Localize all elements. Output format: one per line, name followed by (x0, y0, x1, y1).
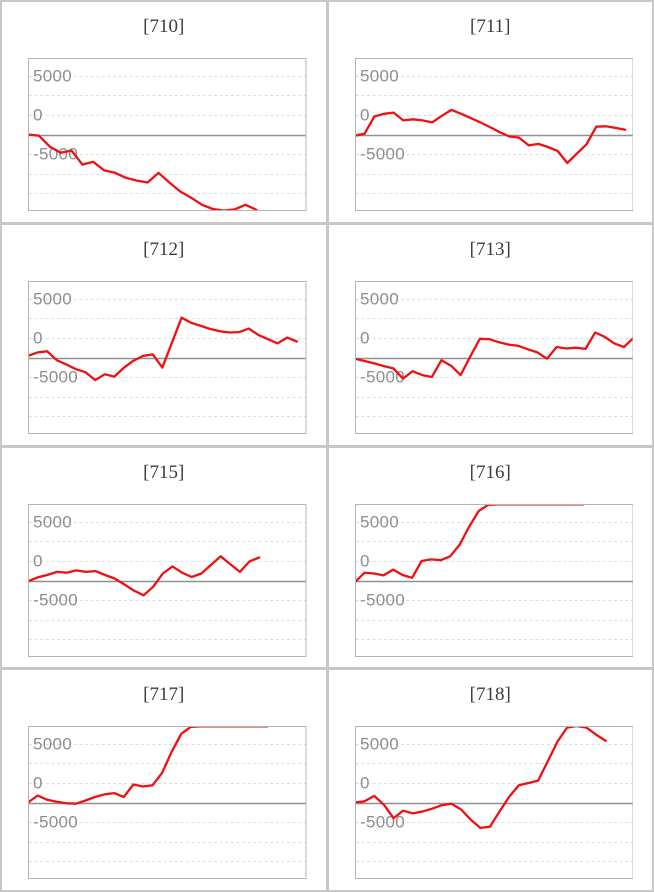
plot-border (354, 726, 633, 880)
plot-area: 5000 0 -5000 (354, 280, 633, 434)
plot-border (28, 503, 307, 657)
y-tick-label: 0 (360, 328, 370, 347)
plot-border (354, 503, 633, 657)
chart-title: [715] (143, 461, 185, 483)
plot-area: 5000 0 -5000 (28, 726, 307, 880)
y-tick-label: 5000 (360, 735, 399, 754)
y-tick-label: -5000 (33, 367, 78, 386)
plot-area: 5000 0 -5000 (28, 503, 307, 657)
chart-panel-716: [716] 5000 0 -5000 (328, 447, 652, 668)
chart-panel-712: [712] 5000 0 -5000 (2, 224, 326, 445)
y-tick-label: 0 (360, 551, 370, 570)
y-tick-label: 5000 (33, 66, 72, 85)
chart-panel-715: [715] 5000 0 -5000 (2, 447, 326, 668)
series-line (354, 726, 607, 830)
y-tick-label: 0 (33, 551, 43, 570)
chart-title: [710] (143, 16, 185, 37)
slump-line-chart: 5000 0 -5000 (354, 280, 633, 434)
plot-area: 5000 0 -5000 (354, 58, 633, 211)
series-line (354, 108, 626, 165)
chart-panel-713: [713] 5000 0 -5000 (328, 224, 652, 445)
slump-line-chart: 5000 0 -5000 (28, 503, 307, 657)
y-tick-label: 0 (360, 774, 370, 793)
series-line (28, 316, 298, 381)
y-tick-label: 0 (33, 774, 43, 793)
plot-border (28, 280, 307, 434)
series-line (28, 554, 261, 596)
chart-panel-717: [717] 5000 0 -5000 (2, 670, 326, 890)
plot-border (354, 280, 633, 434)
slump-line-chart: 5000 0 -5000 (354, 58, 633, 211)
chart-title: [716] (469, 461, 511, 483)
y-tick-label: 0 (360, 105, 370, 124)
chart-panel-710: [710] 5000 0 -5000 (2, 2, 326, 222)
y-tick-label: -5000 (33, 813, 78, 832)
slump-line-chart: 5000 0 -5000 (28, 280, 307, 434)
slump-line-chart: 5000 0 -5000 (28, 58, 307, 211)
plot-border (28, 58, 307, 211)
y-tick-label: -5000 (360, 590, 405, 609)
plot-area: 5000 0 -5000 (354, 503, 633, 657)
slump-line-chart: 5000 0 -5000 (354, 503, 633, 657)
series-line (354, 331, 633, 380)
y-tick-label: 5000 (33, 735, 72, 754)
plot-area: 5000 0 -5000 (28, 58, 307, 211)
chart-panel-718: [718] 5000 0 -5000 (328, 670, 652, 890)
plot-border (28, 726, 307, 880)
y-tick-label: 5000 (33, 289, 72, 308)
chart-panel-711: [711] 5000 0 -5000 (328, 2, 652, 222)
plot-area: 5000 0 -5000 (354, 726, 633, 880)
y-tick-label: 5000 (360, 66, 399, 85)
chart-title: [717] (143, 684, 185, 706)
chart-title: [712] (143, 238, 185, 260)
slump-line-chart: 5000 0 -5000 (28, 726, 307, 880)
y-tick-label: -5000 (33, 590, 78, 609)
y-tick-label: 5000 (33, 512, 72, 531)
y-tick-label: 0 (33, 328, 43, 347)
plot-area: 5000 0 -5000 (28, 280, 307, 434)
y-tick-label: -5000 (33, 145, 78, 164)
chart-title: [713] (469, 238, 511, 260)
y-tick-label: 0 (33, 105, 43, 124)
y-tick-label: 5000 (360, 289, 399, 308)
y-tick-label: 5000 (360, 512, 399, 531)
chart-title: [718] (469, 684, 511, 706)
series-line (28, 133, 258, 211)
y-tick-label: -5000 (360, 145, 405, 164)
y-tick-label: -5000 (360, 367, 405, 386)
chart-title: [711] (470, 16, 511, 37)
plot-border (354, 58, 633, 211)
